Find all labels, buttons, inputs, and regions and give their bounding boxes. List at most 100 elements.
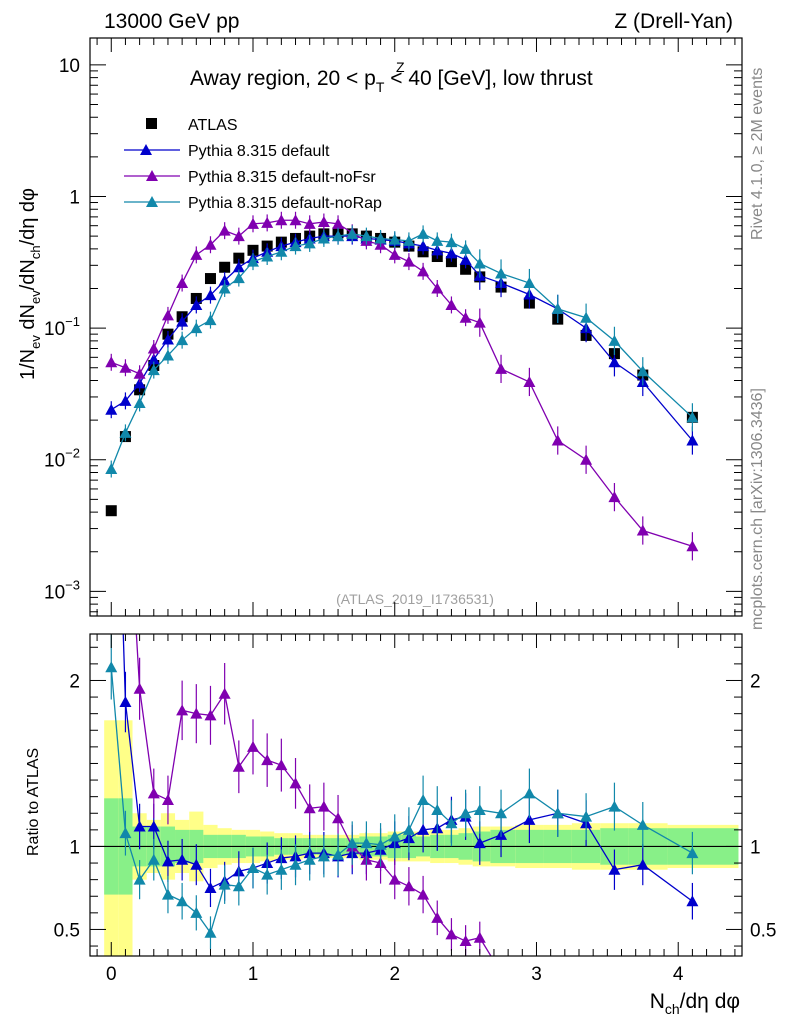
series-line-1 <box>110 235 693 441</box>
data-point-2 <box>495 362 508 374</box>
ratio-line-2 <box>135 634 492 956</box>
x-tick-label: 1 <box>248 964 259 985</box>
data-point-3 <box>388 233 401 245</box>
data-point-2 <box>289 214 302 226</box>
data-point-2 <box>133 367 146 379</box>
data-point-3 <box>218 282 231 294</box>
data-point-3 <box>332 230 345 242</box>
data-point-2 <box>261 216 274 228</box>
ratio-point-1 <box>147 820 160 832</box>
ratio-point-1 <box>119 696 132 708</box>
side-label-bottom: mcplots.cern.ch [arXiv:1306.3436] <box>749 388 766 630</box>
ratio-point-3 <box>374 838 387 850</box>
data-point-2 <box>431 282 444 294</box>
main-plot-area <box>105 211 699 561</box>
ratio-point-3 <box>459 807 472 819</box>
ratio-point-3 <box>275 863 288 875</box>
y-tick-label: 10−3 <box>44 577 80 603</box>
data-point-2 <box>551 434 564 446</box>
ratio-point-2 <box>275 759 288 771</box>
ratio-point-3 <box>636 818 649 830</box>
data-point-atlas <box>105 505 117 517</box>
title-prefix: Away region, 20 < p <box>190 67 376 90</box>
ratio-point-3 <box>161 888 174 900</box>
ratio-point-3 <box>580 810 593 822</box>
legend-label-nofsr: Pythia 8.315 default-noFsr <box>188 169 376 186</box>
ratio-point-2 <box>232 760 245 772</box>
data-point-3 <box>473 257 486 269</box>
ratio-point-1 <box>523 813 536 825</box>
ratio-plot-area <box>105 634 699 999</box>
ratio-point-3 <box>261 868 274 880</box>
y-tick-base: 10 <box>44 319 65 340</box>
data-point-2 <box>232 230 245 242</box>
ratio-point-3 <box>176 895 189 907</box>
ratio-point-2 <box>580 988 592 999</box>
data-point-3 <box>495 267 508 279</box>
y-tick-exponent: −1 <box>65 314 80 329</box>
ratio-y-tick-label-left: 0.5 <box>54 920 80 941</box>
data-point-3 <box>176 334 189 346</box>
y-tick-label: 10−1 <box>44 314 80 340</box>
y-tick-base: 10 <box>44 582 65 603</box>
data-point-2 <box>636 524 649 536</box>
title-sub: T <box>376 79 385 95</box>
data-point-3 <box>402 234 415 246</box>
series-line-2 <box>111 219 693 547</box>
ratio-point-2 <box>133 682 146 694</box>
series-layer <box>105 211 699 999</box>
data-point-3 <box>346 227 359 239</box>
ylabel-main: 1/Nev dNev/dNch/dη dφ <box>17 188 43 380</box>
data-point-atlas <box>460 263 472 275</box>
title-suffix: < 40 [GeV], low thrust <box>384 67 593 90</box>
data-point-1 <box>147 353 160 365</box>
legend-label-atlas: ATLAS <box>188 117 238 134</box>
ratio-point-1 <box>686 895 699 907</box>
ratio-point-2 <box>289 777 302 789</box>
data-point-1 <box>459 253 472 265</box>
ratio-point-3 <box>204 926 217 938</box>
legend-marker-default <box>140 144 152 155</box>
ratio-point-2 <box>147 787 160 799</box>
ratio-point-2 <box>495 967 507 978</box>
ratio-point-3 <box>346 837 359 849</box>
y-tick-label: 1 <box>69 187 80 208</box>
data-point-2 <box>247 217 259 229</box>
ratio-point-2 <box>388 873 401 885</box>
data-point-1 <box>232 261 245 273</box>
ratio-point-3 <box>360 837 373 849</box>
watermark: (ATLAS_2019_I1736531) <box>336 591 494 607</box>
data-point-1 <box>431 244 444 256</box>
side-label-top: Rivet 4.1.0, ≥ 2M events <box>749 68 766 240</box>
data-point-3 <box>190 322 203 334</box>
data-point-2 <box>417 265 430 277</box>
data-point-2 <box>686 540 699 552</box>
ratio-point-2 <box>190 707 203 719</box>
ratio-point-3 <box>317 850 330 862</box>
ratio-point-3 <box>417 793 430 805</box>
data-point-3 <box>303 237 316 249</box>
data-point-2 <box>445 298 458 310</box>
data-point-3 <box>360 230 373 242</box>
y-tick-label: 10−2 <box>44 446 80 472</box>
data-point-3 <box>247 255 259 267</box>
legend-label-norap: Pythia 8.315 default-noRap <box>188 195 382 212</box>
main-frame <box>89 37 743 617</box>
ratio-point-1 <box>133 820 146 832</box>
x-tick-label: 0 <box>106 964 117 985</box>
ratio-line-1 <box>122 634 693 902</box>
ratio-point-3 <box>608 800 621 812</box>
series-line-3 <box>110 233 693 470</box>
ratio-point-2 <box>317 800 330 812</box>
ratio-point-3 <box>523 787 536 799</box>
data-point-3 <box>686 411 699 423</box>
ratio-point-3 <box>445 817 458 829</box>
ratio-point-2 <box>204 709 217 721</box>
data-point-3 <box>523 277 536 289</box>
ratio-point-3 <box>133 873 146 885</box>
ylabel-ratio: Ratio to ATLAS <box>25 748 42 856</box>
ratio-point-1 <box>161 855 174 867</box>
data-point-1 <box>218 274 231 286</box>
data-point-3 <box>417 227 430 239</box>
